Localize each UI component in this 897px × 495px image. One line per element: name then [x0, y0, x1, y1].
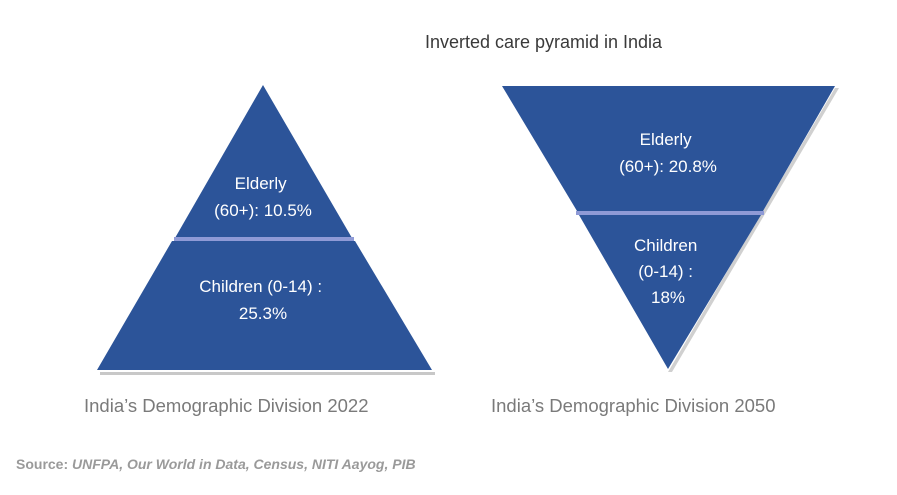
source-text: UNFPA, Our World in Data, Census, NITI A… [72, 456, 416, 472]
label-line: Children [634, 236, 697, 255]
pyramid-2022-elderly-segment [175, 85, 352, 238]
label-line: (60+): 20.8% [619, 157, 717, 176]
label-line: Elderly [235, 174, 287, 193]
label-line: Children (0-14) : [199, 277, 322, 296]
pyramid-2022-children-segment [97, 241, 432, 370]
pyramid-2022-shadow [100, 372, 435, 375]
pyramid-2050-children-label: Children (0-14) : 18% [634, 236, 702, 307]
pyramid-2050-shadow [668, 88, 839, 372]
pyramid-2050-elderly-label: Elderly (60+): 20.8% [619, 130, 717, 176]
label-line: 18% [651, 288, 685, 307]
label-line: 25.3% [239, 304, 287, 323]
diagram-title: Inverted care pyramid in India [424, 32, 663, 52]
caption-2050: India’s Demographic Division 2050 [491, 395, 776, 416]
pyramid-2050-children-segment [579, 215, 761, 369]
pyramid-2050: Elderly (60+): 20.8% Children (0-14) : 1… [502, 86, 839, 372]
pyramid-2022: Elderly (60+): 10.5% Children (0-14) : 2… [97, 85, 435, 375]
label-line: (60+): 10.5% [214, 201, 312, 220]
label-line: Elderly [640, 130, 692, 149]
source-label: Source: [16, 456, 73, 472]
pyramid-2022-elderly-label: Elderly (60+): 10.5% [214, 174, 312, 220]
pyramid-2022-children-label: Children (0-14) : 25.3% [199, 277, 327, 323]
pyramid-2022-divider [174, 237, 354, 241]
label-line: (0-14) : [638, 262, 693, 281]
caption-2022: India’s Demographic Division 2022 [84, 395, 369, 416]
source-note: Source: UNFPA, Our World in Data, Census… [16, 456, 416, 472]
pyramid-2050-elderly-segment [502, 86, 835, 211]
pyramid-2050-divider [576, 211, 764, 215]
